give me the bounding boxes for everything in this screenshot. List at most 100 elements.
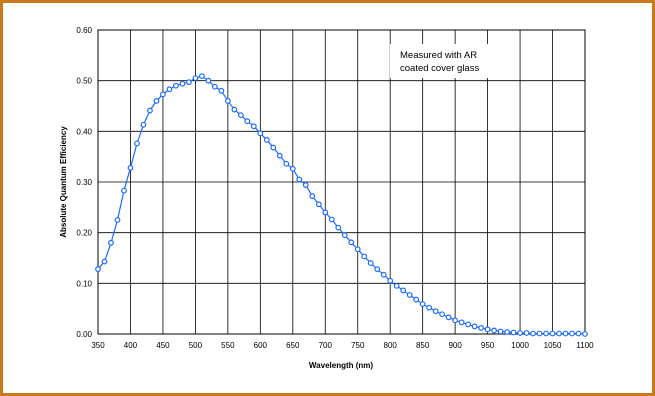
data-point — [186, 79, 192, 86]
series-line — [97, 75, 586, 335]
annotation-box — [390, 44, 515, 78]
data-point — [491, 327, 497, 334]
data-point — [198, 73, 205, 80]
series-points — [95, 73, 588, 337]
x-axis-title: Wavelength (nm) — [309, 361, 373, 370]
y-axis-title: Absolute Quantum Efficiency — [59, 126, 68, 238]
data-point — [549, 330, 556, 337]
y-tick-label: 0.50 — [76, 77, 92, 86]
x-tick-labels: 350 400 450 500 550 600 650 700 750 800 850 900 950 1… — [91, 341, 594, 350]
data-point — [335, 224, 342, 231]
data-point — [478, 325, 485, 331]
data-point — [374, 266, 381, 273]
x-tick-label: 450 — [156, 341, 170, 350]
data-point — [413, 296, 420, 303]
data-point — [523, 330, 530, 336]
data-point — [536, 330, 543, 337]
x-tick-label: 400 — [124, 341, 138, 350]
data-point — [419, 301, 426, 308]
data-point — [160, 91, 166, 98]
x-tick-label: 1050 — [544, 341, 562, 350]
data-point — [127, 164, 134, 171]
x-tick-label: 850 — [416, 341, 430, 350]
data-point — [173, 82, 179, 89]
x-tick-label: 350 — [91, 341, 105, 350]
data-point — [237, 112, 244, 119]
data-point — [224, 98, 231, 104]
data-point — [569, 330, 575, 337]
data-point — [250, 123, 257, 130]
y-tick-label: 0.30 — [76, 178, 92, 187]
data-point — [426, 304, 433, 311]
data-point — [341, 232, 348, 239]
data-point — [296, 176, 303, 183]
data-point — [231, 106, 238, 113]
data-point — [543, 330, 549, 337]
data-point — [439, 311, 446, 318]
annotation-line-2: coated cover glass — [400, 63, 479, 74]
data-point — [153, 98, 160, 104]
x-tick-label: 900 — [448, 341, 462, 350]
data-point — [276, 152, 283, 159]
y-tick-label: 0.10 — [76, 279, 92, 288]
x-tick-label: 1100 — [576, 341, 594, 350]
data-point — [387, 277, 394, 284]
data-point — [192, 75, 199, 82]
x-tick-label: 500 — [189, 341, 203, 350]
data-point — [263, 137, 270, 143]
data-point — [530, 330, 536, 337]
data-point — [315, 201, 322, 208]
data-point — [211, 83, 218, 90]
data-point — [393, 282, 400, 289]
data-point — [458, 319, 465, 326]
data-point — [406, 292, 413, 298]
data-point — [484, 326, 491, 333]
x-tick-label: 600 — [254, 341, 268, 350]
data-point — [348, 239, 355, 246]
data-point — [432, 308, 439, 315]
data-point — [270, 144, 277, 151]
data-point — [497, 328, 504, 335]
data-point — [179, 80, 186, 87]
data-point — [283, 160, 290, 167]
data-point — [166, 86, 173, 93]
data-point — [121, 187, 127, 194]
data-point — [108, 239, 114, 246]
y-tick-label: 0.40 — [76, 127, 92, 136]
data-point — [400, 287, 407, 294]
data-point — [101, 258, 108, 265]
data-point — [322, 209, 329, 216]
x-tick-label: 950 — [481, 341, 495, 350]
data-point — [582, 331, 588, 337]
annotation-line-1: Measured with AR — [400, 50, 477, 61]
data-point — [140, 121, 147, 128]
data-point — [471, 323, 478, 330]
data-point — [510, 329, 517, 336]
y-tick-label: 0.60 — [76, 26, 92, 35]
y-tick-label: 0.20 — [76, 229, 92, 238]
data-point — [328, 216, 335, 223]
y-tick-labels: 0.00 0.10 0.20 0.30 0.40 0.50 0.60 — [76, 26, 92, 339]
data-point — [114, 217, 121, 223]
data-point — [452, 317, 459, 324]
data-point — [361, 253, 368, 260]
data-point — [445, 314, 452, 321]
data-point — [302, 182, 309, 188]
data-point — [95, 266, 101, 273]
x-tick-label: 1000 — [511, 341, 529, 350]
data-point — [205, 77, 212, 84]
grid — [97, 29, 586, 335]
data-point — [562, 330, 569, 337]
data-point — [465, 321, 472, 328]
x-tick-label: 650 — [286, 341, 300, 350]
x-tick-label: 800 — [384, 341, 398, 350]
data-point — [257, 130, 264, 137]
data-point — [556, 330, 562, 337]
data-point — [134, 140, 140, 147]
data-point — [517, 330, 523, 336]
x-tick-label: 750 — [351, 341, 365, 350]
data-point — [504, 329, 510, 335]
data-point — [575, 330, 582, 337]
x-tick-label: 550 — [221, 341, 235, 350]
